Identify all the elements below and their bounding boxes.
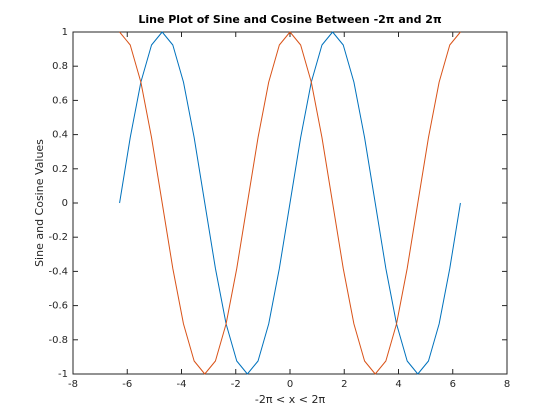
x-tick-label: -4 <box>177 379 187 390</box>
y-tick-label: 0 <box>62 198 68 209</box>
y-tick-label: 0.4 <box>52 130 68 141</box>
y-tick-label: 0.8 <box>52 61 68 72</box>
x-tick-label: 4 <box>395 379 401 390</box>
y-tick-label: 1 <box>62 27 68 38</box>
x-axis-label: -2π < x < 2π <box>255 393 326 406</box>
y-tick-label: 0.2 <box>52 164 68 175</box>
line-series <box>119 31 461 375</box>
x-tick-label: -6 <box>122 379 132 390</box>
x-tick-label: 8 <box>504 379 510 390</box>
x-tick-label: 6 <box>450 379 456 390</box>
x-tick-label: 2 <box>341 379 347 390</box>
y-tick-label: -0.2 <box>48 232 68 243</box>
y-tick-label: 0.6 <box>52 95 68 106</box>
y-axis-label: Sine and Cosine Values <box>33 139 46 267</box>
y-tick-label: -0.4 <box>48 266 68 277</box>
y-tick-label: -0.6 <box>48 301 68 312</box>
x-tick-label: 0 <box>287 379 293 390</box>
x-tick-label: -8 <box>68 379 78 390</box>
x-tick-label: -2 <box>231 379 241 390</box>
line-series <box>119 31 461 375</box>
y-tick-label: -1 <box>58 369 68 380</box>
y-tick-label: -0.8 <box>48 335 68 346</box>
chart-title: Line Plot of Sine and Cosine Between -2π… <box>138 13 442 26</box>
